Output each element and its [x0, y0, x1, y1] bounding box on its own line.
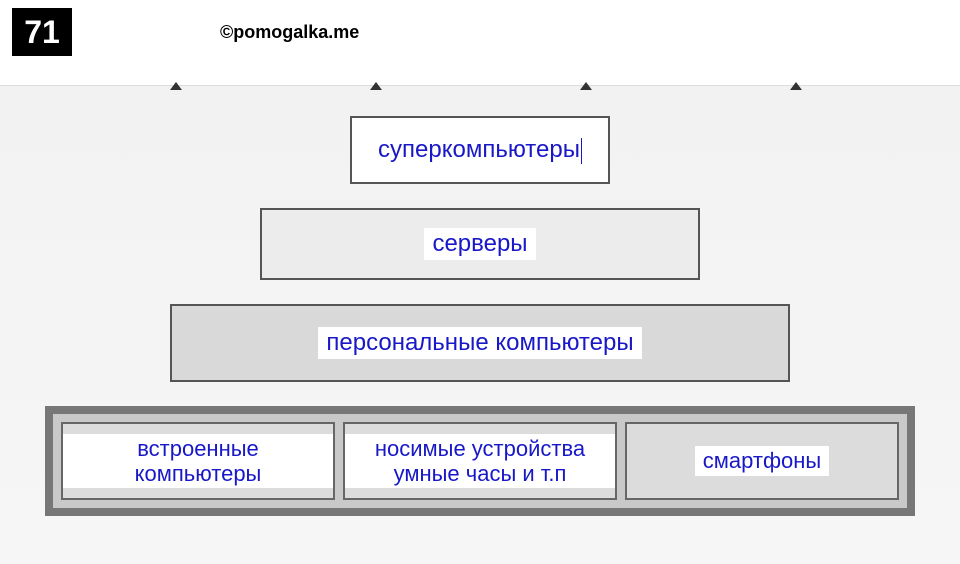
base-cell-wearables: носимые устройства умные часы и т.п — [343, 422, 617, 500]
tier-2-servers: серверы — [260, 208, 700, 280]
base-cell-1-label: встроенные компьютеры — [63, 434, 333, 489]
tick-mark — [170, 82, 182, 90]
base-cell-2-label: носимые устройства умные часы и т.п — [345, 434, 615, 489]
diagram-container: суперкомпьютеры серверы персональные ком… — [0, 85, 960, 564]
tier-1-text: суперкомпьютеры — [378, 136, 580, 163]
base-cell-3-label: смартфоны — [695, 446, 830, 476]
tier-1-supercomputers: суперкомпьютеры — [350, 116, 610, 184]
tick-mark — [790, 82, 802, 90]
tick-mark — [370, 82, 382, 90]
text-cursor-icon — [581, 138, 582, 164]
pyramid-diagram: суперкомпьютеры серверы персональные ком… — [0, 86, 960, 564]
tier-3-personal-computers: персональные компьютеры — [170, 304, 790, 382]
page-number: 71 — [24, 14, 60, 51]
base-cell-smartphones: смартфоны — [625, 422, 899, 500]
watermark-text: ©pomogalka.me — [220, 22, 359, 43]
base-cell-embedded: встроенные компьютеры — [61, 422, 335, 500]
top-tick-row — [0, 82, 960, 92]
tick-mark — [580, 82, 592, 90]
tier-3-label: персональные компьютеры — [318, 327, 641, 359]
tier-2-label: серверы — [424, 228, 535, 260]
tier-1-label: суперкомпьютеры — [370, 134, 590, 166]
page-number-badge: 71 — [12, 8, 72, 56]
tier-4-base-row: встроенные компьютеры носимые устройства… — [45, 406, 915, 516]
